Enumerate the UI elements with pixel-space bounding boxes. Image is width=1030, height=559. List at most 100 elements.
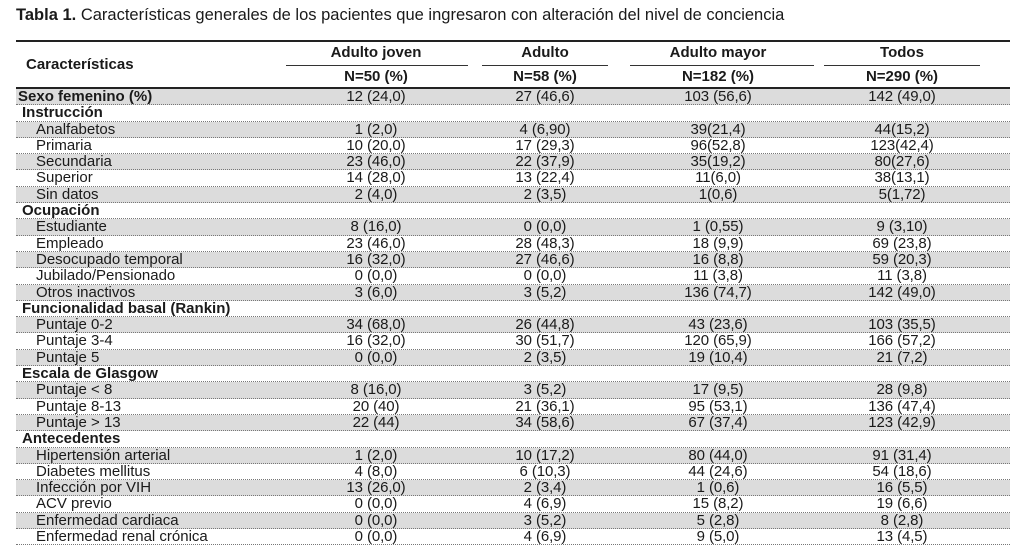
- table-row: Empleado 23 (46,0) 28 (48,3) 18 (9,9) 69 (23…: [16, 234, 1010, 252]
- header-underline: [286, 65, 468, 66]
- row-label: Puntaje 5: [36, 348, 100, 366]
- table-cell: 18 (9,9): [692, 234, 744, 252]
- table-row: ACV previo 0 (0,0) 4 (6,9) 15 (8,2) 19 (6,6): [16, 495, 1010, 513]
- header-underline: [482, 65, 608, 66]
- table-cell: 123(42,4): [870, 136, 934, 154]
- table-cell: 9 (5,0): [696, 528, 740, 546]
- header-bottom-rule: [16, 87, 1010, 89]
- row-label: ACV previo: [36, 495, 112, 513]
- table-row: Sexo femenino (%) 12 (24,0) 27 (46,6) 103 (…: [16, 88, 1010, 106]
- table-row: Analfabetos 1 (2,0) 4 (6,90) 39(21,4) 44(15,…: [16, 120, 1010, 138]
- row-label: Puntaje 8-13: [36, 397, 122, 415]
- table-cell: 4 (8,0): [354, 462, 398, 480]
- table-cell: 21 (7,2): [876, 348, 928, 366]
- row-divider: [16, 528, 1010, 530]
- row-label: Sin datos: [36, 185, 99, 203]
- table-cell: 35(19,2): [690, 153, 746, 171]
- table-cell: 1 (0,6): [696, 479, 740, 497]
- table-cell: 28 (48,3): [515, 234, 575, 252]
- table-cell: 27 (46,6): [515, 250, 575, 268]
- section-label: Instrucción: [22, 104, 103, 122]
- table-cell: 54 (18,6): [872, 462, 932, 480]
- table-row: Desocupado temporal 16 (32,0) 27 (46,6) 16 …: [16, 250, 1010, 269]
- section-row: Antecedentes: [16, 430, 1010, 448]
- row-divider: [16, 446, 1010, 448]
- row-divider: [16, 267, 1010, 269]
- table-row: Puntaje 3-4 16 (32,0) 30 (51,7) 120 (65,9) 1…: [16, 332, 1010, 350]
- table-body: Sexo femenino (%) 12 (24,0) 27 (46,6) 103 (…: [16, 88, 1010, 546]
- table-cell: 3 (5,2): [523, 511, 567, 529]
- table-row: Secundaria 23 (46,0) 22 (37,9) 35(19,2) 80(2…: [16, 153, 1010, 171]
- header-group-n: N=58 (%): [513, 68, 577, 85]
- table-row: Puntaje > 13 22 (44) 34 (58,6) 67 (37,4) 123…: [16, 413, 1010, 432]
- section-row: Escala de Glasgow: [16, 365, 1010, 383]
- table-top-rule: [16, 40, 1010, 42]
- table-cell: 103 (35,5): [868, 316, 936, 334]
- table-cell: 13 (4,5): [876, 528, 928, 546]
- row-divider: [16, 299, 1010, 301]
- table-cell: 0 (0,0): [354, 495, 398, 513]
- row-label: Puntaje < 8: [36, 381, 113, 399]
- table-cell: 8 (2,8): [880, 511, 924, 529]
- table-cell: 22 (37,9): [515, 153, 575, 171]
- header-group-n: N=50 (%): [344, 68, 408, 85]
- row-label: Jubilado/Pensionado: [36, 267, 176, 285]
- row-label: Secundaria: [36, 153, 112, 171]
- table-cell: 0 (0,0): [354, 267, 398, 285]
- table-cell: 6 (10,3): [519, 462, 571, 480]
- table-cell: 17 (29,3): [515, 136, 575, 154]
- table-cell: 17 (9,5): [692, 381, 744, 399]
- header-underline: [630, 65, 814, 66]
- row-divider: [16, 365, 1010, 367]
- row-divider: [16, 544, 1010, 546]
- table-cell: 10 (17,2): [515, 446, 575, 464]
- table-cell: 5(1,72): [878, 185, 926, 203]
- table-cell: 39(21,4): [690, 120, 746, 138]
- header-group-name: Todos: [880, 44, 924, 61]
- table-cell: 11 (3,8): [877, 267, 927, 285]
- table-row: Puntaje < 8 8 (16,0) 3 (5,2) 17 (9,5) 28 (9,…: [16, 381, 1010, 399]
- row-label: Enfermedad renal crónica: [36, 528, 208, 546]
- row-label: Infección por VIH: [36, 479, 152, 497]
- table-cell: 80(27,6): [874, 153, 930, 171]
- row-label: Primaria: [36, 136, 92, 154]
- table-row: Diabetes mellitus 4 (8,0) 6 (10,3) 44 (24,6…: [16, 462, 1010, 481]
- row-label: Superior: [36, 169, 93, 187]
- table-cell: 20 (40): [352, 397, 400, 415]
- table-cell: 59 (20,3): [872, 250, 932, 268]
- table-cell: 2 (3,5): [523, 185, 567, 203]
- row-label: Otros inactivos: [36, 283, 136, 301]
- row-divider: [16, 316, 1010, 318]
- table-cell: 1 (0,55): [692, 218, 744, 236]
- table-cell: 11 (3,8): [693, 267, 743, 285]
- table-cell: 3 (6,0): [354, 283, 398, 301]
- row-divider: [16, 104, 1010, 106]
- table-cell: 22 (44): [352, 413, 400, 431]
- table-cell: 136 (74,7): [684, 283, 752, 301]
- table-cell: 1 (2,0): [354, 120, 398, 138]
- row-label: Diabetes mellitus: [36, 462, 151, 480]
- row-divider: [16, 169, 1010, 171]
- table-row: Enfermedad cardiaca 0 (0,0) 3 (5,2) 5 (2,8)…: [16, 511, 1010, 530]
- table-cell: 15 (8,2): [692, 495, 744, 513]
- table-cell: 136 (47,4): [868, 397, 936, 415]
- table-cell: 44 (24,6): [688, 462, 748, 480]
- row-divider: [16, 430, 1010, 432]
- table-cell: 0 (0,0): [354, 528, 398, 546]
- row-label: Empleado: [36, 234, 104, 252]
- table-cell: 123 (42,9): [868, 413, 936, 431]
- table-cell: 19 (6,6): [876, 495, 928, 513]
- table-cell: 23 (46,0): [346, 234, 406, 252]
- row-divider: [16, 348, 1010, 350]
- table-row: Hipertensión arterial 1 (2,0) 10 (17,2) 80 …: [16, 446, 1010, 464]
- table-cell: 13 (26,0): [346, 479, 406, 497]
- row-label: Enfermedad cardiaca: [36, 511, 179, 529]
- section-label: Ocupación: [22, 202, 100, 220]
- table-cell: 166 (57,2): [868, 332, 936, 350]
- row-label: Sexo femenino (%): [18, 88, 153, 105]
- header-group-n: N=182 (%): [681, 68, 755, 85]
- table-row: Jubilado/Pensionado 0 (0,0) 0 (0,0) 11 (3,8…: [16, 267, 1010, 285]
- table-row: Puntaje 5 0 (0,0) 2 (3,5) 19 (10,4) 21 (7,2): [16, 348, 1010, 367]
- section-row: Funcionalidad basal (Rankin): [16, 300, 1010, 318]
- header-group-name: Adulto mayor: [669, 44, 767, 61]
